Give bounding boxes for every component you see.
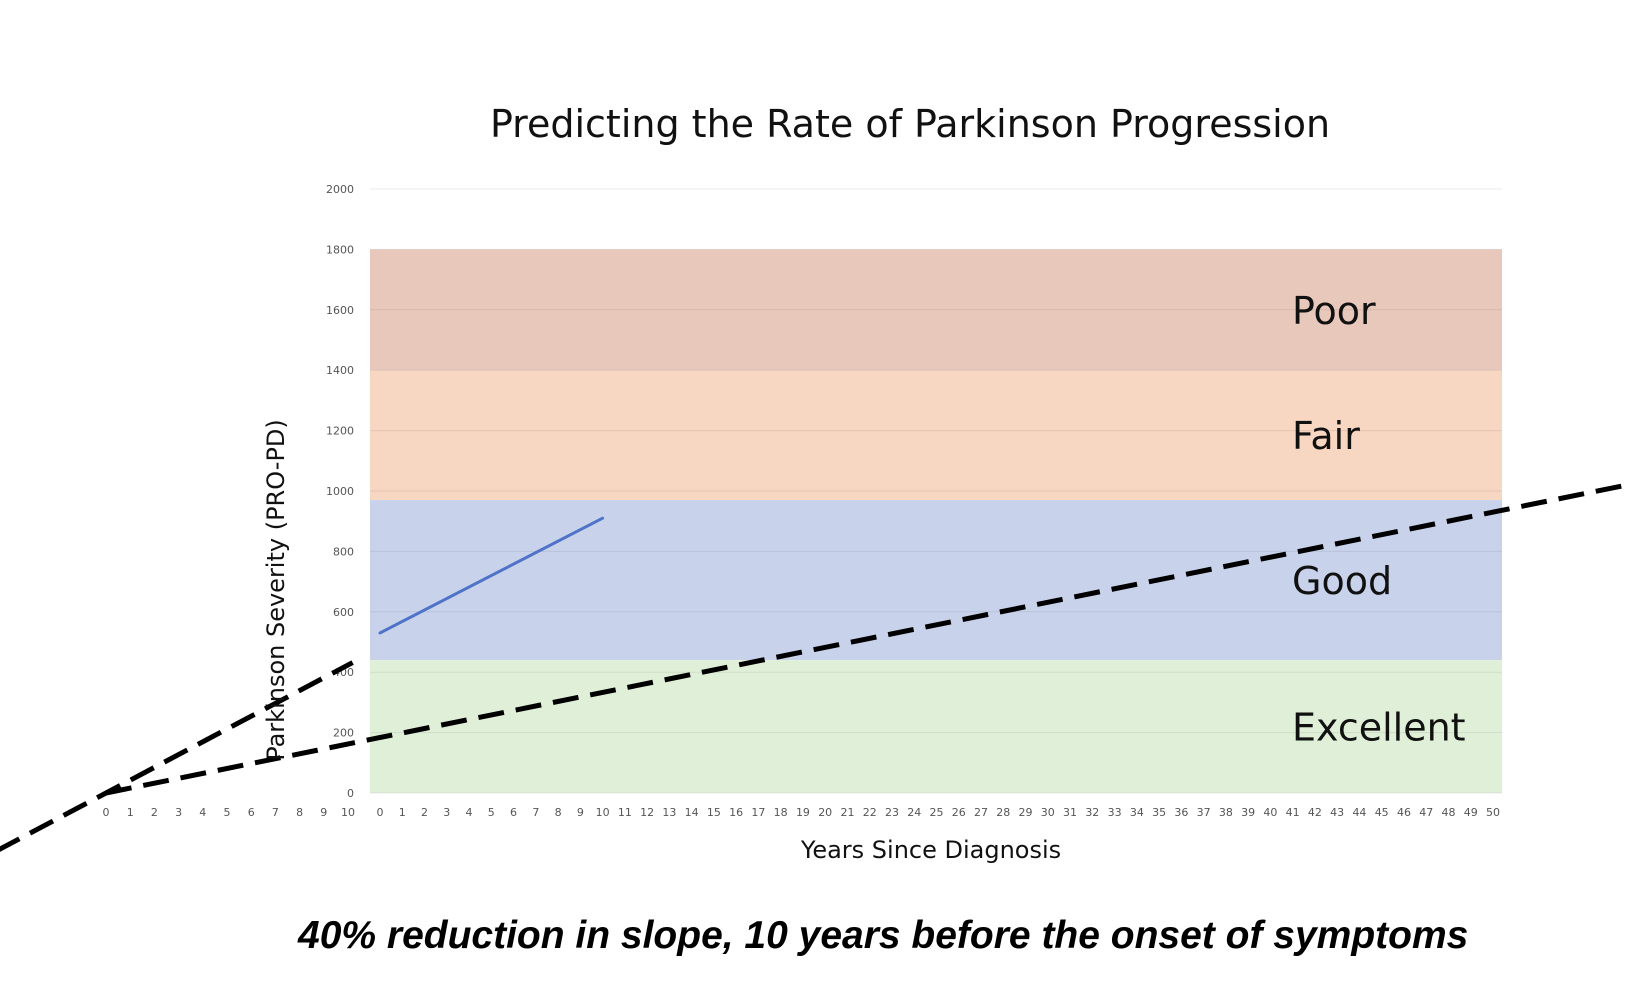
- zone-band-good: [370, 500, 1502, 661]
- x-tick-label-pre: 7: [272, 806, 279, 819]
- x-tick-label: 8: [555, 806, 562, 819]
- zone-bands: [370, 249, 1502, 793]
- caption: 40% reduction in slope, 10 years before …: [297, 914, 1468, 957]
- x-tick-label: 41: [1286, 806, 1300, 819]
- x-tick-label: 9: [577, 806, 584, 819]
- x-tick-label: 34: [1130, 806, 1144, 819]
- x-tick-label: 27: [974, 806, 988, 819]
- x-tick-label: 21: [840, 806, 854, 819]
- x-tick-label: 4: [466, 806, 473, 819]
- x-tick-label: 16: [729, 806, 743, 819]
- y-axis-title: Parkinson Severity (PRO-PD): [262, 419, 290, 761]
- x-tick-label: 29: [1019, 806, 1033, 819]
- x-tick-label: 43: [1330, 806, 1344, 819]
- x-tick-label-pre: 3: [175, 806, 182, 819]
- x-tick-label: 30: [1041, 806, 1055, 819]
- y-tick-label: 1000: [326, 485, 354, 498]
- projection-line-shallow: [105, 481, 1631, 796]
- y-tick-label: 200: [333, 727, 354, 740]
- y-tick-label: 1600: [326, 304, 354, 317]
- x-tick-label: 44: [1352, 806, 1366, 819]
- x-tick-label: 50: [1486, 806, 1500, 819]
- x-tick-label-pre: 4: [199, 806, 206, 819]
- series-lines: [0, 481, 1631, 852]
- y-tick-label: 2000: [326, 183, 354, 196]
- x-tick-label: 1: [399, 806, 406, 819]
- x-tick-label-pre: 2: [151, 806, 158, 819]
- x-tick-label: 2: [421, 806, 428, 819]
- zone-band-fair: [370, 370, 1502, 501]
- x-tick-label: 19: [796, 806, 810, 819]
- x-axis-title: Years Since Diagnosis: [800, 836, 1061, 864]
- zone-labels: Poor Fair Good Excellent: [1292, 289, 1466, 750]
- x-tick-label: 20: [818, 806, 832, 819]
- x-tick-label: 38: [1219, 806, 1233, 819]
- y-tick-label: 0: [347, 787, 354, 800]
- x-tick-label: 22: [863, 806, 877, 819]
- x-tick-label: 23: [885, 806, 899, 819]
- zone-band-excellent: [370, 660, 1502, 793]
- x-tick-label: 11: [618, 806, 632, 819]
- zone-label-excellent: Excellent: [1292, 706, 1466, 750]
- y-tick-label: 800: [333, 545, 354, 558]
- x-tick-label: 39: [1241, 806, 1255, 819]
- x-tick-label-pre: 1: [127, 806, 134, 819]
- chart-title: Predicting the Rate of Parkinson Progres…: [490, 102, 1330, 146]
- x-tick-label: 0: [377, 806, 384, 819]
- x-tick-label: 36: [1174, 806, 1188, 819]
- x-tick-label: 3: [443, 806, 450, 819]
- projection-line-steep: [0, 660, 354, 852]
- x-tick-label: 49: [1464, 806, 1478, 819]
- x-tick-label: 32: [1085, 806, 1099, 819]
- series-line: [378, 516, 605, 635]
- y-tick-label: 600: [333, 606, 354, 619]
- x-tick-label: 40: [1263, 806, 1277, 819]
- x-tick-label: 46: [1397, 806, 1411, 819]
- x-tick-label: 10: [596, 806, 610, 819]
- x-tick-label: 33: [1108, 806, 1122, 819]
- x-tick-label-pre: 9: [320, 806, 327, 819]
- y-tick-label: 1800: [326, 243, 354, 256]
- x-tick-label: 24: [907, 806, 921, 819]
- x-tick-label-pre: 6: [248, 806, 255, 819]
- x-tick-label: 12: [640, 806, 654, 819]
- x-tick-label: 37: [1197, 806, 1211, 819]
- gridlines: [370, 188, 1502, 794]
- x-tick-label: 42: [1308, 806, 1322, 819]
- x-tick-label-pre: 10: [341, 806, 355, 819]
- zone-label-poor: Poor: [1292, 289, 1376, 333]
- x-tick-label: 13: [662, 806, 676, 819]
- y-tick-label: 1200: [326, 425, 354, 438]
- x-tick-label: 17: [751, 806, 765, 819]
- x-tick-label: 18: [774, 806, 788, 819]
- y-tick-label: 1400: [326, 364, 354, 377]
- x-tick-label: 25: [930, 806, 944, 819]
- x-tick-labels: 0 1 2 3 4 5 6 7 8 9 10 0 1 2 3 4 5 6 7 8 9 10 11 12 13 14 15 16 17 18…: [103, 806, 1501, 819]
- x-tick-label: 5: [488, 806, 495, 819]
- x-tick-label-pre: 8: [296, 806, 303, 819]
- zone-band-poor: [370, 249, 1502, 371]
- x-tick-label: 14: [685, 806, 699, 819]
- x-tick-label: 48: [1441, 806, 1455, 819]
- x-tick-label-pre: 0: [103, 806, 110, 819]
- zone-label-fair: Fair: [1292, 414, 1360, 458]
- x-tick-label: 15: [707, 806, 721, 819]
- x-tick-label: 45: [1375, 806, 1389, 819]
- x-tick-label: 35: [1152, 806, 1166, 819]
- x-tick-label: 6: [510, 806, 517, 819]
- x-tick-label: 31: [1063, 806, 1077, 819]
- x-tick-label: 7: [532, 806, 539, 819]
- x-tick-label: 28: [996, 806, 1010, 819]
- x-tick-label-pre: 5: [224, 806, 231, 819]
- x-tick-label: 47: [1419, 806, 1433, 819]
- x-tick-label: 26: [952, 806, 966, 819]
- zone-label-good: Good: [1292, 559, 1392, 603]
